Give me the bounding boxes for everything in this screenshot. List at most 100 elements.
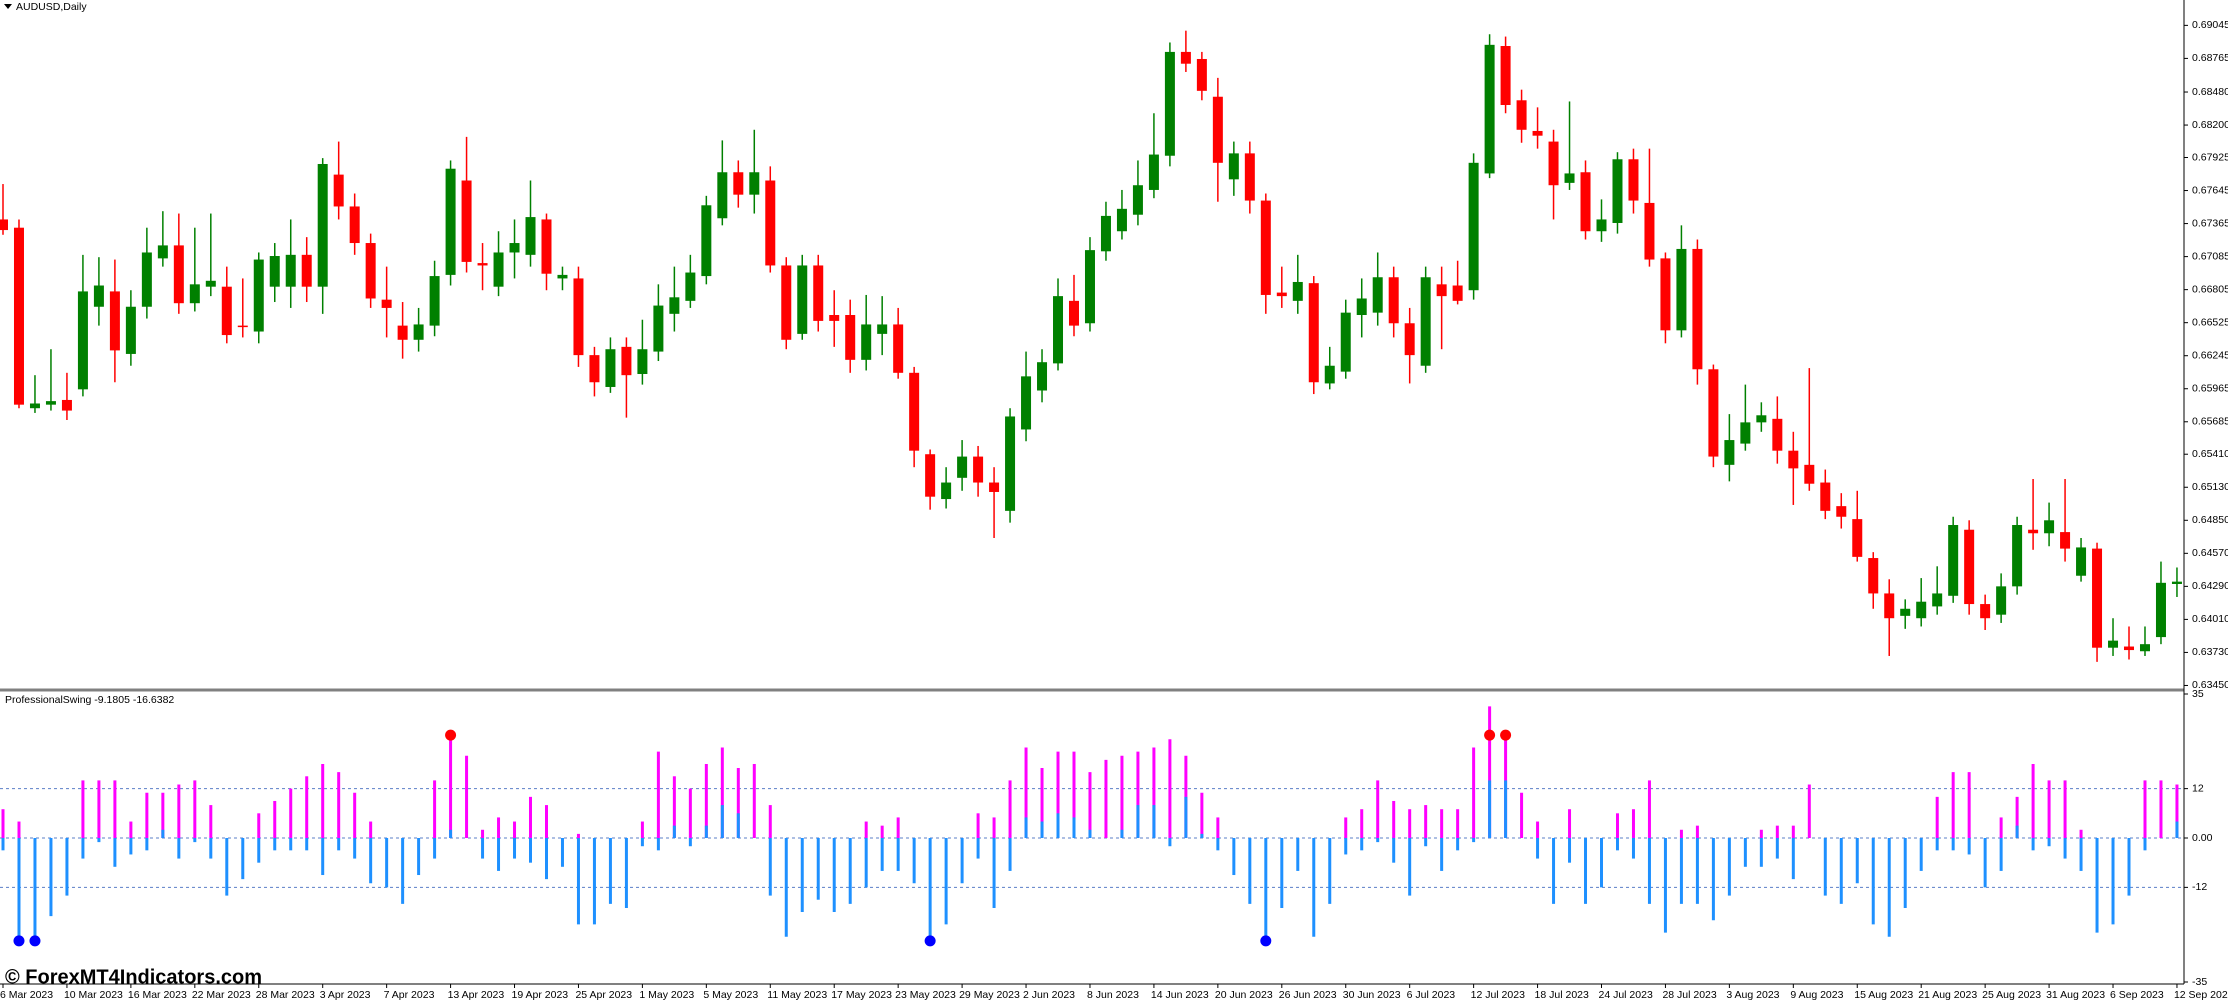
x-tick-label: 19 Apr 2023 [512, 989, 569, 1001]
candle-body [189, 284, 200, 304]
candle-body [1276, 292, 1287, 297]
candle-body [813, 265, 824, 321]
candle-body [1021, 376, 1032, 430]
menu-arrow[interactable] [4, 4, 12, 9]
candle-body [301, 254, 312, 287]
symbol-title: AUDUSD,Daily [16, 1, 87, 13]
x-tick-label: 7 Apr 2023 [384, 989, 435, 1001]
x-tick-label: 6 Mar 2023 [0, 989, 53, 1001]
candle-body [525, 217, 536, 255]
candle-body [1180, 51, 1191, 64]
candle-body [1820, 482, 1831, 511]
candle-body [829, 315, 840, 321]
y-tick-label: 0.67645 [2192, 184, 2228, 196]
candle-body [1788, 450, 1799, 469]
candle-body [365, 243, 376, 299]
x-tick-label: 6 Sep 2023 [2110, 989, 2164, 1001]
candle-body [781, 265, 792, 340]
y-tick-label: 0.66525 [2192, 316, 2228, 328]
candle-body [1932, 593, 1943, 607]
candle-body [13, 227, 24, 405]
candle-body [1356, 298, 1367, 316]
candle-body [573, 278, 584, 356]
candle-body [1740, 422, 1751, 444]
candle-body [1692, 248, 1703, 370]
candle-body [2139, 644, 2150, 652]
x-tick-label: 3 Aug 2023 [1726, 989, 1779, 1001]
y-tick-label: 0.63450 [2192, 679, 2228, 691]
candle-body [1548, 141, 1559, 186]
y-tick-label: 0.68765 [2192, 52, 2228, 64]
candle-body [749, 172, 760, 195]
candle-body [1452, 285, 1463, 301]
y-tick-label: 0.67925 [2192, 151, 2228, 163]
candle-body [717, 172, 728, 219]
candle-body [2028, 529, 2039, 534]
x-tick-label: 12 Jul 2023 [1471, 989, 1525, 1001]
y-tick-label: 0.68200 [2192, 119, 2228, 131]
candle-body [493, 252, 504, 287]
candle-body [1292, 281, 1303, 301]
candle-body [237, 325, 248, 328]
x-tick-label: 21 Aug 2023 [1918, 989, 1977, 1001]
candle-body [941, 482, 952, 500]
y-tick-label: 0.67085 [2192, 250, 2228, 262]
x-tick-label: 1 May 2023 [639, 989, 694, 1001]
candle-body [2092, 548, 2103, 648]
candle-body [1484, 44, 1495, 174]
signal-dot [13, 935, 25, 947]
candle-body [1244, 153, 1255, 201]
candle-body [541, 219, 552, 274]
candle-body [653, 305, 664, 352]
candle-body [317, 163, 328, 287]
candle-body [381, 299, 392, 308]
y-tick-label: 0.64290 [2192, 580, 2228, 592]
signal-dot [1484, 729, 1496, 741]
candle-body [2060, 532, 2071, 549]
candle-body [1980, 604, 1991, 619]
candle-body [45, 401, 56, 405]
candle-body [429, 276, 440, 326]
x-tick-label: 17 May 2023 [831, 989, 892, 1001]
y-tick-label: 0.64010 [2192, 613, 2228, 625]
candle-body [269, 256, 280, 287]
candle-body [1116, 208, 1127, 232]
candle-body [1756, 415, 1767, 423]
candle-body [221, 286, 232, 336]
candle-body [893, 324, 904, 373]
candle-body [2108, 640, 2119, 648]
candle-body [1053, 296, 1064, 364]
candle-body [2076, 547, 2087, 576]
y-tick-label: 0.68480 [2192, 86, 2228, 98]
x-tick-label: 31 Aug 2023 [2046, 989, 2105, 1001]
candle-body [989, 482, 1000, 492]
candle-body [1436, 284, 1447, 297]
candle-body [1404, 323, 1415, 356]
x-tick-label: 28 Mar 2023 [256, 989, 315, 1001]
candle-body [637, 349, 648, 374]
candle-body [1676, 248, 1687, 331]
candle-body [61, 399, 72, 411]
candle-body [349, 206, 360, 244]
candle-body [29, 403, 40, 409]
candle-body [957, 456, 968, 478]
candle-body [861, 324, 872, 360]
candle-body [1612, 159, 1623, 223]
candle-body [1900, 608, 1911, 616]
x-tick-label: 2 Jun 2023 [1023, 989, 1075, 1001]
watermark: © ForexMT4Indicators.com [5, 966, 262, 988]
candle-body [2124, 646, 2135, 651]
x-tick-label: 14 Jun 2023 [1151, 989, 1209, 1001]
y-tick-label: 0.65965 [2192, 383, 2228, 395]
y-tick-label: 0.66245 [2192, 349, 2228, 361]
x-tick-label: 28 Jul 2023 [1662, 989, 1716, 1001]
candle-body [1100, 215, 1111, 252]
y-tick-label: 0.65685 [2192, 416, 2228, 428]
candle-body [1596, 219, 1607, 232]
candle-body [1228, 153, 1239, 180]
candle-body [1948, 525, 1959, 596]
x-tick-label: 25 Aug 2023 [1982, 989, 2041, 1001]
x-tick-label: 16 Mar 2023 [128, 989, 187, 1001]
